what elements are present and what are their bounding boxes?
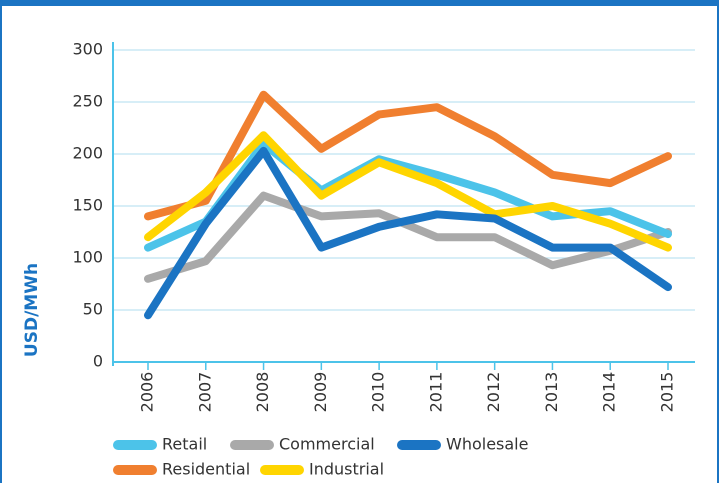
y-tick-label: 250	[72, 92, 103, 111]
y-tick-label: 50	[83, 300, 103, 319]
y-tick-label: 150	[72, 196, 103, 215]
legend-label: Residential	[162, 460, 250, 479]
y-tick-label: 0	[93, 352, 103, 371]
x-tick-label: 2009	[311, 372, 330, 413]
x-tick-label: 2013	[542, 372, 561, 413]
y-tick-label: 200	[72, 144, 103, 163]
legend-label: Industrial	[309, 460, 384, 479]
top-border	[0, 0, 719, 6]
x-tick-label: 2010	[369, 372, 388, 413]
series-line	[144, 146, 672, 320]
series-line	[144, 131, 672, 252]
y-tick-label: 100	[72, 248, 103, 267]
right-border	[717, 0, 719, 483]
left-border	[0, 0, 2, 483]
x-tick-label: 2014	[600, 372, 619, 413]
series-line	[144, 90, 672, 221]
series-line	[144, 191, 672, 283]
legend-label: Wholesale	[446, 435, 528, 454]
legend-label: Commercial	[279, 435, 375, 454]
x-tick-label: 2015	[658, 372, 677, 413]
x-tick-label: 2008	[253, 372, 272, 413]
x-tick-label: 2011	[426, 372, 445, 413]
x-tick-label: 2006	[138, 372, 157, 413]
legend-label: Retail	[162, 435, 207, 454]
y-axis-label: USD/MWh	[22, 263, 42, 357]
x-tick-label: 2007	[195, 372, 214, 413]
x-tick-label: 2012	[484, 372, 503, 413]
y-tick-label: 300	[72, 40, 103, 59]
